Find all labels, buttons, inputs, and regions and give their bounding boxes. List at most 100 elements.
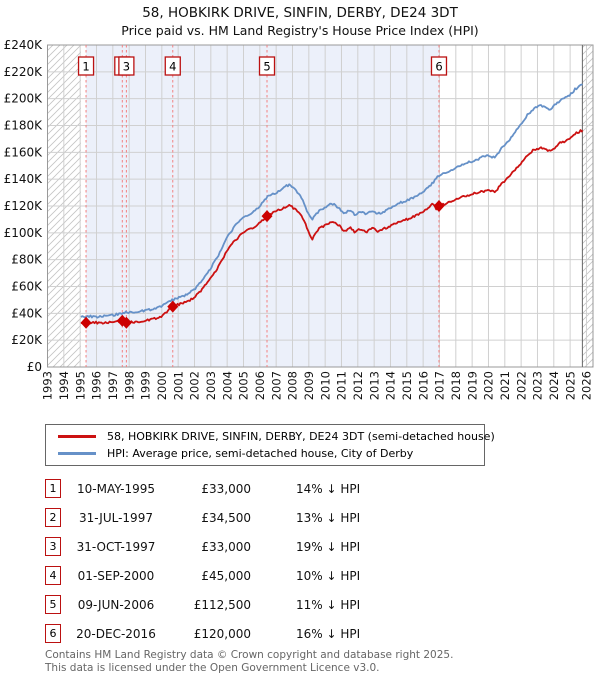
svg-text:£60K: £60K <box>11 280 43 294</box>
sale-number-badge: 3 <box>45 537 61 556</box>
svg-text:£100K: £100K <box>4 226 44 240</box>
svg-text:2023: 2023 <box>531 371 545 400</box>
sale-vs-hpi: 16% ↓ HPI <box>296 626 361 641</box>
x-axis-labels: 1993 1994 1995 1996 1997 1998 1999 2000 2001 2002… <box>41 371 594 400</box>
price-paid-series-line <box>80 129 584 325</box>
page-subtitle: Price paid vs. HM Land Registry's House … <box>121 23 479 38</box>
svg-text:2000: 2000 <box>155 371 169 400</box>
svg-text:2019: 2019 <box>465 371 479 400</box>
footer-line-2: This data is licensed under the Open Gov… <box>45 661 380 674</box>
plot-border <box>47 44 594 368</box>
svg-text:2008: 2008 <box>286 371 300 400</box>
svg-text:2005: 2005 <box>237 371 251 400</box>
sale-number-badge: 6 <box>45 624 61 643</box>
svg-text:2020: 2020 <box>482 371 496 400</box>
svg-text:2021: 2021 <box>498 371 512 400</box>
sale-marker-diamond <box>120 316 132 329</box>
sale-vs-hpi: 13% ↓ HPI <box>296 510 361 525</box>
sale-table-row: 1 10-MAY-1995 £33,000 14% ↓ HPI <box>0 474 600 503</box>
sale-number-badge: 5 <box>45 595 61 614</box>
price-chart: 123456£0£20K£40K£60K£80K£100K£120K£140K£… <box>4 38 594 400</box>
hpi-series-line <box>80 83 584 319</box>
svg-text:1993: 1993 <box>41 371 55 400</box>
svg-text:£80K: £80K <box>11 253 43 267</box>
legend-label: 58, HOBKIRK DRIVE, SINFIN, DERBY, DE24 3… <box>107 430 495 443</box>
sale-table-row: 2 31-JUL-1997 £34,500 13% ↓ HPI <box>0 503 600 532</box>
svg-text:£20K: £20K <box>11 333 43 347</box>
svg-text:£180K: £180K <box>4 119 44 133</box>
svg-text:£160K: £160K <box>4 145 44 159</box>
svg-text:1997: 1997 <box>106 371 120 400</box>
legend-item: 58, HOBKIRK DRIVE, SINFIN, DERBY, DE24 3… <box>52 428 495 445</box>
svg-text:1995: 1995 <box>73 371 87 400</box>
sale-table-row: 4 01-SEP-2000 £45,000 10% ↓ HPI <box>0 561 600 590</box>
sale-date: 01-SEP-2000 <box>77 568 155 583</box>
svg-text:3: 3 <box>123 60 130 74</box>
page-title: 58, HOBKIRK DRIVE, SINFIN, DERBY, DE24 3… <box>142 5 458 21</box>
sale-date: 31-JUL-1997 <box>79 510 153 525</box>
svg-text:2016: 2016 <box>416 371 430 400</box>
svg-text:£240K: £240K <box>4 38 44 52</box>
sale-number-badge: 4 <box>45 566 61 585</box>
legend-item: HPI: Average price, semi-detached house,… <box>52 445 478 462</box>
sale-date: 20-DEC-2016 <box>76 626 156 641</box>
svg-text:5: 5 <box>263 60 270 74</box>
sale-table-row: 5 09-JUN-2006 £112,500 11% ↓ HPI <box>0 590 600 619</box>
sale-number-badge: 1 <box>45 479 61 498</box>
gridlines <box>47 44 593 368</box>
hpi-line-swatch <box>58 452 96 455</box>
svg-text:2025: 2025 <box>563 371 577 400</box>
svg-text:2003: 2003 <box>204 371 218 400</box>
svg-text:2006: 2006 <box>253 371 267 400</box>
sale-price: £34,500 <box>201 510 251 525</box>
svg-text:2014: 2014 <box>384 371 398 400</box>
svg-text:2009: 2009 <box>302 371 316 400</box>
sale-markers <box>80 200 445 329</box>
svg-text:2002: 2002 <box>188 371 202 400</box>
svg-text:4: 4 <box>169 60 176 74</box>
sale-vs-hpi: 10% ↓ HPI <box>296 568 361 583</box>
sale-table-row: 3 31-OCT-1997 £33,000 19% ↓ HPI <box>0 532 600 561</box>
footer-line-1: Contains HM Land Registry data © Crown c… <box>45 649 454 661</box>
svg-text:1: 1 <box>82 60 89 74</box>
svg-text:2026: 2026 <box>580 371 594 400</box>
sale-date: 31-OCT-1997 <box>76 539 156 554</box>
svg-text:£220K: £220K <box>4 65 44 79</box>
svg-text:6: 6 <box>435 60 442 74</box>
svg-text:£200K: £200K <box>4 92 44 106</box>
svg-text:2010: 2010 <box>318 371 332 400</box>
sale-vs-hpi: 14% ↓ HPI <box>296 481 361 496</box>
sale-price: £33,000 <box>201 539 251 554</box>
svg-text:£40K: £40K <box>11 306 43 320</box>
chart-legend: 58, HOBKIRK DRIVE, SINFIN, DERBY, DE24 3… <box>45 424 495 466</box>
y-axis-labels: £0 £20K £40K £60K £80K £100K £120K £140K £160K £1… <box>4 38 44 374</box>
sale-price: £33,000 <box>201 481 251 496</box>
legend-label: HPI: Average price, semi-detached house,… <box>107 447 414 460</box>
svg-text:2015: 2015 <box>400 371 414 400</box>
svg-text:1999: 1999 <box>139 371 153 400</box>
sale-date: 09-JUN-2006 <box>77 597 155 612</box>
sale-marker-diamond <box>261 210 273 223</box>
svg-text:2018: 2018 <box>449 371 463 400</box>
sales-table: 1 10-MAY-1995 £33,000 14% ↓ HPI 2 31-JUL-1997… <box>0 474 600 648</box>
svg-text:2011: 2011 <box>335 371 349 400</box>
svg-text:2007: 2007 <box>269 371 283 400</box>
sale-number-flags: 123456 <box>77 56 448 76</box>
svg-text:£0: £0 <box>27 360 42 374</box>
sale-vs-hpi: 19% ↓ HPI <box>296 539 361 554</box>
svg-text:1996: 1996 <box>90 371 104 400</box>
sale-table-row: 6 20-DEC-2016 £120,000 16% ↓ HPI <box>0 619 600 648</box>
svg-text:2013: 2013 <box>367 371 381 400</box>
svg-text:£140K: £140K <box>4 172 44 186</box>
sale-vs-hpi: 11% ↓ HPI <box>296 597 361 612</box>
svg-text:£120K: £120K <box>4 199 44 213</box>
sale-marker-diamond <box>167 300 179 313</box>
sale-price: £120,000 <box>193 626 251 641</box>
sale-marker-diamond <box>433 200 445 212</box>
svg-text:2001: 2001 <box>171 371 185 400</box>
svg-text:2017: 2017 <box>433 371 447 400</box>
license-footer: Contains HM Land Registry data © Crown c… <box>45 649 453 674</box>
sale-price: £45,000 <box>201 568 251 583</box>
svg-text:2024: 2024 <box>547 371 561 400</box>
